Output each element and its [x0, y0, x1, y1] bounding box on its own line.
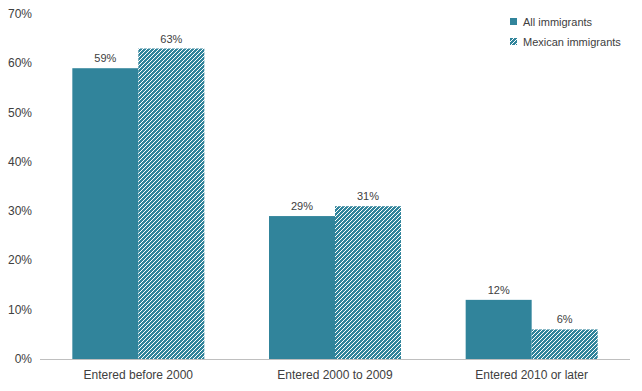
- legend-swatch: [510, 18, 517, 25]
- x-tick-label: Entered 2010 or later: [475, 368, 588, 382]
- chart-svg: 0% 10% 20% 30% 40% 50% 60% 70% 59% 63% 29% 31% 12% 6%…: [0, 0, 642, 391]
- y-tick-label: 0%: [15, 352, 33, 366]
- y-tick-label: 30%: [8, 204, 32, 218]
- data-label: 59%: [94, 52, 116, 64]
- x-tick-label: Entered before 2000: [84, 368, 194, 382]
- bar: [269, 216, 335, 359]
- legend-swatch: [510, 38, 517, 45]
- x-axis-line: [40, 359, 630, 360]
- y-tick-label: 10%: [8, 303, 32, 317]
- y-tick-label: 60%: [8, 56, 32, 70]
- legend-label: Mexican immigrants: [523, 36, 621, 48]
- legend: All immigrants Mexican immigrants: [510, 16, 621, 48]
- data-label: 6%: [557, 313, 573, 325]
- y-tick-label: 70%: [8, 7, 32, 21]
- bar: [466, 300, 532, 359]
- bar: [138, 49, 204, 360]
- bars: [72, 49, 597, 360]
- data-labels: 59% 63% 29% 31% 12% 6%: [94, 33, 573, 326]
- x-tick-label: Entered 2000 to 2009: [277, 368, 393, 382]
- y-tick-label: 50%: [8, 106, 32, 120]
- bar: [335, 206, 401, 359]
- chart-container: 0% 10% 20% 30% 40% 50% 60% 70% 59% 63% 29% 31% 12% 6%…: [0, 0, 642, 391]
- bar: [532, 329, 598, 359]
- bar: [72, 68, 138, 359]
- data-label: 31%: [357, 190, 379, 202]
- data-label: 63%: [160, 33, 182, 45]
- y-tick-label: 40%: [8, 155, 32, 169]
- data-label: 12%: [488, 284, 510, 296]
- y-tick-label: 20%: [8, 253, 32, 267]
- legend-label: All immigrants: [523, 16, 593, 28]
- data-label: 29%: [291, 200, 313, 212]
